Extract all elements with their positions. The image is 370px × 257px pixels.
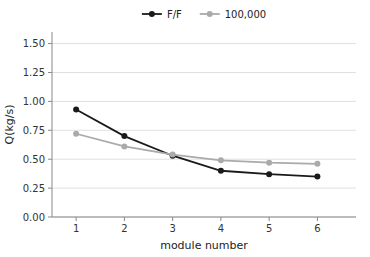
series xyxy=(73,106,320,179)
grid-line xyxy=(52,217,356,218)
y-tick-label: 0.50 xyxy=(23,154,45,165)
series-line xyxy=(76,134,317,164)
x-ticks: 1 2 3 4 5 6 xyxy=(73,217,321,234)
point xyxy=(73,131,79,137)
x-tick xyxy=(172,217,173,221)
x-tick xyxy=(76,217,77,221)
y-tick xyxy=(48,217,52,218)
y-axis-line xyxy=(52,32,53,217)
point xyxy=(218,168,224,174)
y-ticks: 0.00 0.25 0.50 0.75 1.00 1.25 1.50 xyxy=(23,38,52,222)
x-tick xyxy=(124,217,125,221)
background xyxy=(0,0,370,257)
y-tick-label: 1.50 xyxy=(23,38,45,49)
legend: F/F 100,000 xyxy=(142,9,266,20)
y-tick xyxy=(48,43,52,44)
x-axis-line xyxy=(52,217,356,218)
y-tick xyxy=(48,188,52,189)
legend-marker xyxy=(149,11,155,17)
x-tick xyxy=(220,217,221,221)
chart: 1 2 3 4 5 6 0.00 0.25 0.50 0.75 1.00 1.25 1.50 module… xyxy=(0,0,370,257)
legend-label: F/F xyxy=(167,9,182,20)
x-tick-label: 5 xyxy=(266,223,272,234)
y-tick-label: 1.25 xyxy=(23,67,45,78)
legend-item: F/F xyxy=(142,9,182,20)
grid-line xyxy=(52,43,356,44)
y-tick-label: 0.25 xyxy=(23,183,45,194)
x-tick-label: 6 xyxy=(314,223,320,234)
x-tick-label: 4 xyxy=(218,223,224,234)
legend-label: 100,000 xyxy=(225,9,266,20)
y-axis-label: Q(kg/s) xyxy=(3,104,16,144)
legend-item: 100,000 xyxy=(200,9,266,20)
y-tick xyxy=(48,130,52,131)
y-tick xyxy=(48,101,52,102)
x-tick-label: 2 xyxy=(121,223,127,234)
point xyxy=(121,133,127,139)
plot-area xyxy=(73,106,320,179)
x-tick-label: 3 xyxy=(169,223,175,234)
x-tick xyxy=(317,217,318,221)
point xyxy=(314,161,320,167)
legend-marker xyxy=(207,11,213,17)
y-tick-label: 0.00 xyxy=(23,212,45,223)
series-line xyxy=(76,109,317,176)
point xyxy=(266,160,272,166)
x-tick xyxy=(269,217,270,221)
point xyxy=(218,157,224,163)
series xyxy=(73,131,320,167)
grid xyxy=(52,44,356,217)
y-tick-label: 0.75 xyxy=(23,125,45,136)
point xyxy=(170,152,176,158)
y-tick-label: 1.00 xyxy=(23,96,45,107)
y-tick xyxy=(48,159,52,160)
grid-line xyxy=(52,72,356,73)
point xyxy=(314,174,320,180)
point xyxy=(266,171,272,177)
x-tick-label: 1 xyxy=(73,223,79,234)
grid-line xyxy=(52,130,356,131)
chart-container: 1 2 3 4 5 6 0.00 0.25 0.50 0.75 1.00 1.25 1.50 module… xyxy=(0,0,370,257)
grid-line xyxy=(52,101,356,102)
y-tick xyxy=(48,72,52,73)
point xyxy=(121,143,127,149)
point xyxy=(73,106,79,112)
grid-line xyxy=(52,188,356,189)
x-axis-label: module number xyxy=(160,239,248,252)
